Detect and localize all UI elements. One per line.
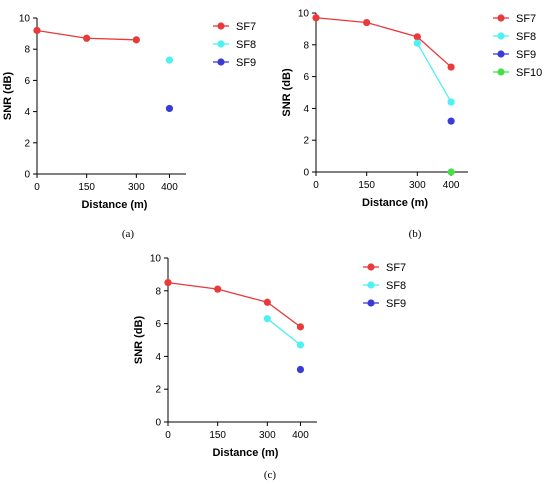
x-tick-label: 150	[358, 180, 375, 191]
legend-label: SF7	[516, 13, 536, 25]
y-tick-label: 8	[24, 45, 30, 56]
data-point-sf7	[164, 279, 172, 287]
legend-marker-sf8	[217, 40, 225, 48]
data-point-sf8	[447, 98, 455, 106]
y-tick-label: 4	[303, 104, 309, 115]
y-tick-label: 4	[155, 352, 161, 363]
data-point-sf8	[296, 341, 305, 349]
y-tick-label: 10	[298, 9, 310, 20]
x-axis-title: Distance (m)	[212, 447, 278, 459]
y-tick-label: 6	[24, 76, 30, 87]
y-tick-label: 8	[155, 286, 161, 297]
y-axis-title: SNR (dB)	[2, 72, 14, 121]
legend-marker-sf9	[497, 50, 505, 58]
chart-panel-1: 0 2 4 6 8 10 0 150 300 400 Distance (m) SNR (dB) SF7…	[2, 14, 256, 241]
y-axis-title: SNR (dB)	[133, 316, 145, 365]
data-point-sf7	[132, 36, 140, 44]
legend-marker-sf8	[497, 32, 505, 40]
x-tick-label: 400	[292, 430, 309, 441]
legend-marker-sf7	[497, 14, 505, 22]
chart-panel-2: 0 2 4 6 8 10 0 150 300 400 Distance (m) SNR (dB) SF7…	[281, 9, 542, 241]
y-tick-label: 10	[19, 14, 31, 25]
x-axis-title: Distance (m)	[81, 199, 147, 211]
data-point-sf7	[214, 285, 222, 293]
legend-marker-sf9	[217, 58, 225, 66]
legend-label: SF9	[386, 298, 406, 310]
legend-marker-sf9	[367, 299, 375, 307]
x-axis-title: Distance (m)	[362, 197, 428, 209]
legend-label: SF9	[516, 49, 536, 61]
data-point-sf7	[263, 298, 271, 306]
figure-caption: (a)	[122, 228, 135, 240]
y-tick-label: 6	[155, 319, 161, 330]
series-line-sf7	[315, 17, 452, 68]
chart-panel-3: 0 2 4 6 8 10 0 150 300 400 Distance (m) SNR (dB) SF7…	[133, 254, 406, 482]
y-tick-label: 0	[303, 168, 309, 179]
figure-caption: (c)	[264, 469, 277, 481]
y-tick-label: 4	[24, 107, 30, 118]
x-tick-label: 300	[128, 182, 145, 193]
x-tick-label: 0	[313, 180, 319, 191]
y-tick-label: 0	[24, 170, 30, 181]
data-point-sf7	[83, 34, 91, 42]
legend-marker-sf8	[367, 281, 375, 289]
series-line-sf8	[266, 318, 301, 346]
data-point-sf9	[447, 117, 455, 125]
data-point-sf7	[312, 14, 320, 22]
legend-label: SF7	[236, 21, 256, 33]
x-tick-label: 300	[409, 180, 426, 191]
legend-marker-sf7	[367, 263, 375, 271]
x-tick-label: 0	[165, 430, 171, 441]
data-point-sf7	[296, 323, 305, 331]
legend-label: SF7	[386, 262, 406, 274]
data-point-sf10	[447, 168, 455, 176]
y-tick-label: 8	[303, 40, 309, 51]
figure-caption: (b)	[409, 228, 422, 240]
legend-label: SF8	[386, 280, 406, 292]
y-tick-label: 2	[155, 385, 161, 396]
data-point-sf9	[296, 365, 305, 374]
x-tick-label: 400	[161, 182, 178, 193]
data-point-sf9	[165, 104, 174, 113]
x-tick-label: 150	[78, 182, 95, 193]
legend-label: SF10	[516, 67, 542, 79]
y-axis-title: SNR (dB)	[281, 68, 293, 117]
data-point-sf7	[413, 33, 421, 41]
y-tick-label: 0	[155, 418, 161, 429]
data-point-sf8	[263, 315, 271, 323]
y-tick-label: 10	[150, 254, 162, 265]
y-tick-label: 2	[303, 136, 309, 147]
y-tick-label: 2	[24, 138, 30, 149]
data-point-sf7	[447, 63, 455, 71]
legend-label: SF8	[516, 31, 536, 43]
series-line-sf7	[167, 281, 301, 328]
data-point-sf7	[33, 26, 41, 35]
x-tick-label: 150	[209, 430, 226, 441]
x-tick-label: 0	[34, 182, 40, 193]
legend: SF7 SF8 SF9	[213, 21, 256, 69]
y-tick-label: 6	[303, 72, 309, 83]
data-point-sf7	[363, 18, 371, 27]
legend-marker-sf10	[497, 68, 505, 76]
data-point-sf8	[413, 39, 421, 47]
series-line-sf8	[416, 42, 452, 103]
legend: SF7 SF8 SF9	[363, 262, 406, 310]
legend: SF7 SF8 SF9 SF10	[493, 13, 542, 79]
legend-marker-sf7	[217, 22, 225, 30]
legend-label: SF8	[236, 39, 256, 51]
legend-label: SF9	[236, 57, 256, 69]
data-point-sf8	[165, 56, 174, 64]
x-tick-label: 400	[443, 180, 460, 191]
x-tick-label: 300	[259, 430, 276, 441]
